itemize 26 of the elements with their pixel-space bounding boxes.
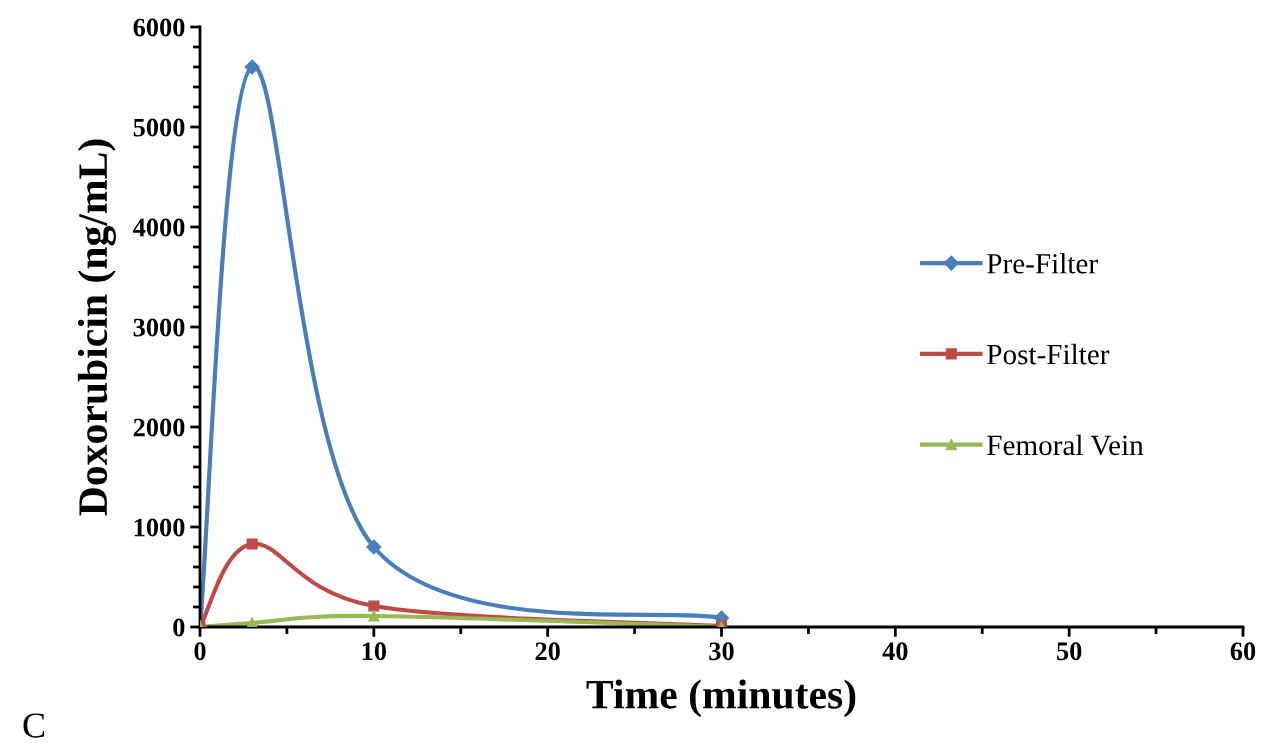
- y-tick-label: 0: [173, 618, 185, 637]
- y-tick-label: 6000: [133, 18, 185, 37]
- y-tick-label: 4000: [133, 218, 185, 237]
- point: [244, 59, 260, 75]
- x-tick-label: 0: [194, 642, 206, 661]
- y-tick-label: 3000: [133, 318, 185, 337]
- text: C: [23, 713, 45, 738]
- x-tick-label: 20: [535, 642, 560, 661]
- x-tick-label: 40: [882, 642, 908, 661]
- legend-label: Femoral Vein: [987, 434, 1144, 456]
- point: [246, 617, 258, 627]
- point: [366, 539, 382, 555]
- y-tick-label: 1000: [134, 518, 185, 537]
- x-tick-label: 30: [709, 642, 734, 661]
- point: [368, 610, 380, 622]
- y-axis-title: Doxorubicin (ng/mL): [77, 139, 116, 516]
- point: [246, 538, 258, 550]
- point: [368, 600, 380, 612]
- x-axis-title: Time (minutes): [586, 679, 856, 718]
- legend-label: Post-Filter: [987, 343, 1110, 365]
- x-tick-label: 50: [1057, 642, 1082, 661]
- x-tick-label: 60: [1230, 642, 1256, 661]
- x-tick-label: 10: [362, 642, 387, 661]
- y-tick-label: 5000: [133, 118, 185, 137]
- legend-label: Pre-Filter: [987, 253, 1098, 274]
- y-tick-label: 2000: [133, 418, 185, 437]
